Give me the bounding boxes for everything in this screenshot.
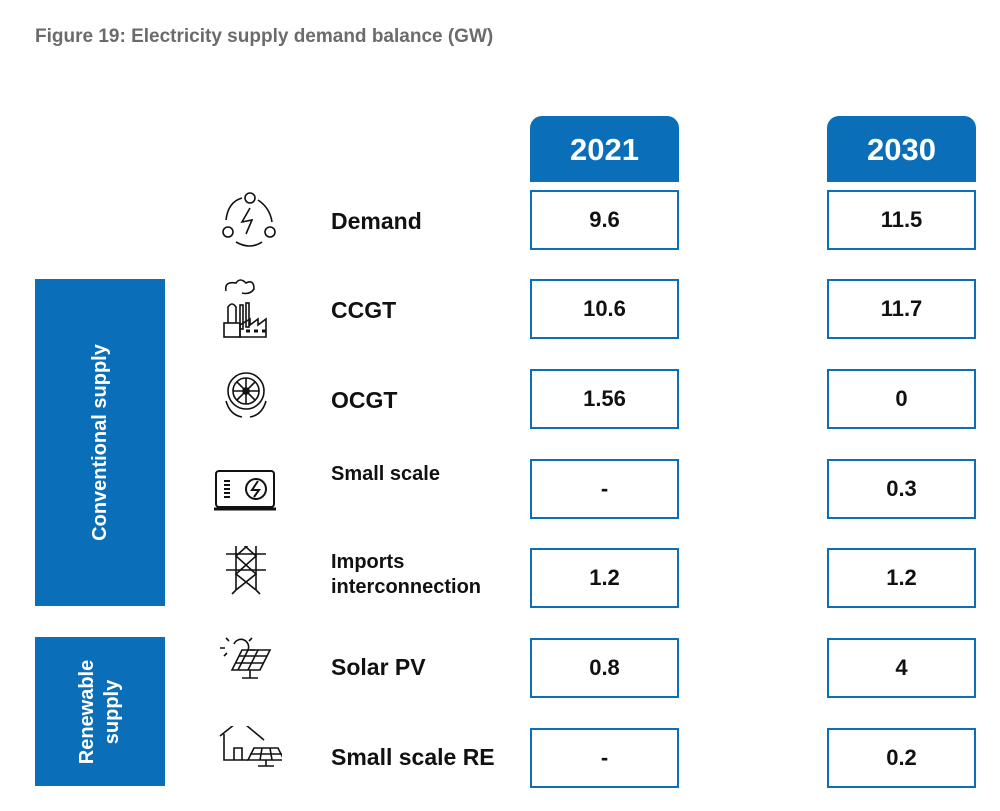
value-2021: 0.8 bbox=[530, 638, 679, 698]
turbine-icon bbox=[225, 372, 267, 418]
table-row: Demand 9.6 11.5 bbox=[0, 190, 1000, 250]
table-row: CCGT 10.6 11.7 bbox=[0, 279, 1000, 339]
transmission-tower-icon bbox=[226, 546, 266, 595]
row-label: CCGT bbox=[331, 297, 397, 323]
table-row: Small scale RE - 0.2 bbox=[0, 726, 1000, 788]
value-2030: 11.7 bbox=[827, 279, 976, 339]
value-2021: 1.2 bbox=[530, 548, 679, 608]
value-2021: 1.56 bbox=[530, 369, 679, 429]
value-2030: 0 bbox=[827, 369, 976, 429]
figure-title: Figure 19: Electricity supply demand bal… bbox=[35, 26, 494, 47]
row-label-line2: interconnection bbox=[331, 576, 482, 598]
factory-icon bbox=[223, 279, 267, 338]
value-2030: 1.2 bbox=[827, 548, 976, 608]
value-2021: - bbox=[530, 459, 679, 519]
row-label: Solar PV bbox=[331, 654, 426, 680]
year-header-2021: 2021 bbox=[530, 116, 679, 182]
table-row: Small scale - 0.3 bbox=[0, 459, 1000, 519]
value-2021: 9.6 bbox=[530, 190, 679, 250]
row-label: Small scale RE bbox=[331, 744, 495, 770]
table-row: OCGT 1.56 0 bbox=[0, 369, 1000, 429]
house-solar-icon bbox=[219, 726, 282, 767]
value-2030: 4 bbox=[827, 638, 976, 698]
row-label: Imports interconnection bbox=[331, 550, 481, 600]
row-label-line1: Imports bbox=[331, 551, 405, 573]
table-row: Imports interconnection 1.2 1.2 bbox=[0, 546, 1000, 608]
value-2021: 10.6 bbox=[530, 279, 679, 339]
row-label: Small scale bbox=[331, 463, 440, 485]
year-header-2030: 2030 bbox=[827, 116, 976, 182]
row-label: Demand bbox=[331, 208, 422, 234]
value-2030: 0.3 bbox=[827, 459, 976, 519]
power-cycle-icon bbox=[222, 192, 276, 247]
value-2030: 0.2 bbox=[827, 728, 976, 788]
value-2021: - bbox=[530, 728, 679, 788]
group-renewable-supply: Renewable supply bbox=[35, 637, 165, 786]
group-conventional-supply: Conventional supply bbox=[35, 279, 165, 606]
table-row: Solar PV 0.8 4 bbox=[0, 637, 1000, 698]
solar-panel-icon bbox=[220, 637, 272, 679]
row-label: OCGT bbox=[331, 387, 398, 413]
generator-icon bbox=[214, 470, 276, 511]
value-2030: 11.5 bbox=[827, 190, 976, 250]
